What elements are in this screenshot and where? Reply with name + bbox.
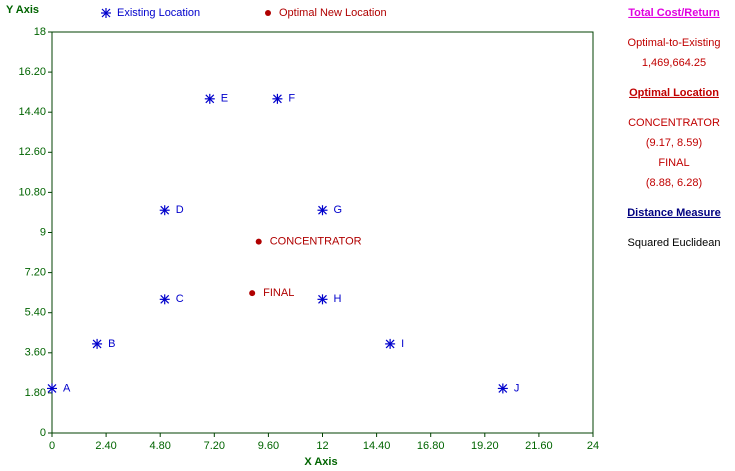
legend-label: Existing Location [117, 7, 200, 19]
point-label: B [108, 338, 115, 350]
point-label: I [401, 338, 404, 350]
point [255, 238, 262, 245]
x-tick-label: 9.60 [258, 440, 279, 452]
point-label: E [221, 93, 228, 105]
plot-frame [51, 31, 594, 434]
marker-stroke [272, 94, 282, 104]
point-label: C [176, 293, 184, 305]
y-tick-label: 10.80 [18, 186, 46, 198]
marker-stroke [318, 294, 327, 304]
x-tick-label: 21.60 [525, 440, 553, 452]
y-tick-label: 12.60 [18, 146, 46, 158]
point-label: CONCENTRATOR [270, 236, 362, 248]
panel-value: (8.88, 6.28) [646, 177, 702, 189]
y-tick-label: 9 [40, 226, 46, 238]
point-label: G [334, 204, 343, 216]
x-tick-label: 19.20 [471, 440, 499, 452]
point-label: J [514, 382, 520, 394]
x-tick-label: 0 [49, 440, 55, 452]
y-tick-label: 3.60 [25, 347, 46, 359]
point-label: D [176, 204, 184, 216]
panel-text: Squared Euclidean [628, 237, 721, 249]
panel-text: FINAL [658, 157, 689, 169]
marker-stroke [160, 205, 170, 215]
marker-stroke [498, 384, 508, 393]
x-tick-label: 24 [587, 440, 599, 452]
marker-stroke [160, 294, 170, 304]
point-label: FINAL [263, 287, 294, 299]
y-tick-label: 7.20 [25, 267, 46, 279]
point [317, 294, 328, 305]
y-tick-label: 1.80 [25, 387, 46, 399]
y-tick-label: 16.20 [18, 66, 46, 78]
point [204, 93, 215, 104]
panel-text: Optimal-to-Existing [628, 37, 721, 49]
x-tick-label: 4.80 [149, 440, 170, 452]
point-label: A [63, 382, 71, 394]
panel-heading: Distance Measure [627, 207, 721, 219]
x-tick-label: 16.80 [417, 440, 445, 452]
marker-stroke [205, 94, 215, 104]
point [92, 338, 103, 349]
x-axis-label: X Axis [304, 456, 337, 468]
legend-label: Optimal New Location [279, 7, 387, 19]
x-tick-label: 2.40 [95, 440, 116, 452]
point [47, 383, 57, 394]
panel-value: (9.17, 8.59) [646, 137, 702, 149]
legend-marker [101, 8, 111, 18]
legend-marker [265, 10, 271, 16]
panel-heading: Total Cost/Return [628, 7, 720, 19]
point [317, 205, 328, 216]
marker-stroke [318, 205, 327, 215]
y-tick-label: 18 [34, 26, 46, 38]
marker-stroke [385, 339, 395, 349]
y-tick-label: 14.40 [18, 106, 46, 118]
point [159, 294, 170, 305]
x-tick-label: 14.40 [363, 440, 391, 452]
point [385, 338, 396, 349]
panel-heading: Optimal Location [629, 87, 719, 99]
point-label: H [334, 293, 342, 305]
marker-stroke [92, 339, 102, 349]
point [249, 290, 256, 297]
marker-stroke [101, 8, 111, 18]
marker-stroke [47, 384, 57, 393]
point [159, 205, 170, 216]
point [272, 93, 283, 104]
y-tick-label: 0 [40, 427, 46, 439]
y-axis-label: Y Axis [6, 4, 39, 16]
panel-text: CONCENTRATOR [628, 117, 720, 129]
y-tick-label: 5.40 [25, 307, 46, 319]
x-tick-label: 12 [316, 440, 328, 452]
point-label: F [288, 93, 295, 105]
x-tick-label: 7.20 [204, 440, 225, 452]
panel-value: 1,469,664.25 [642, 57, 706, 69]
point [497, 383, 508, 394]
